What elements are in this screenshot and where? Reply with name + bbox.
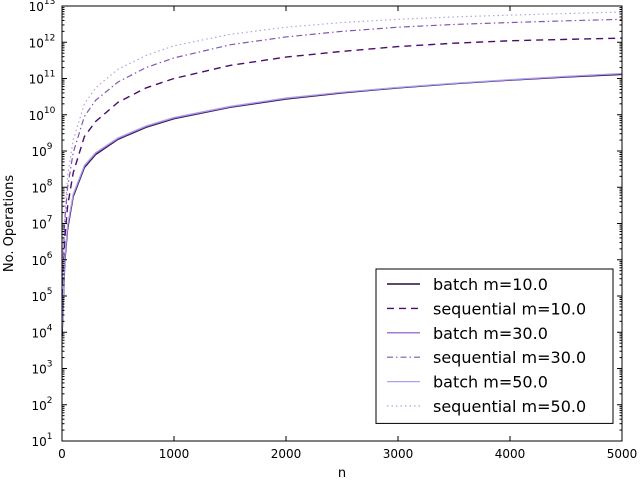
x-tick-label: 0 <box>58 447 66 461</box>
y-tick-exponent: 7 <box>47 215 53 225</box>
series-line-2 <box>61 37 623 297</box>
y-tick-exponent: 8 <box>47 178 53 188</box>
series-line-4 <box>61 18 623 286</box>
legend-label: sequential m=30.0 <box>433 348 586 367</box>
legend-label: batch m=50.0 <box>433 373 548 392</box>
legend: batch m=10.0 sequential m=10.0 batch m=30.… <box>375 268 614 424</box>
legend-label: batch m=10.0 <box>433 275 548 294</box>
y-tick-exponent: 4 <box>47 323 53 333</box>
y-tick-exponent: 11 <box>44 70 55 80</box>
y-tick-exponent: 10 <box>44 106 56 116</box>
y-tick-exponent: 12 <box>44 33 55 43</box>
x-tick-label: 5000 <box>607 447 638 461</box>
legend-label: sequential m=10.0 <box>433 299 586 318</box>
series-line-6 <box>61 11 623 279</box>
legend-box <box>375 268 614 424</box>
y-tick-exponent: 2 <box>47 396 53 406</box>
y-tick-exponent: 13 <box>44 0 55 7</box>
x-tick-label: 4000 <box>495 447 526 461</box>
series-lines <box>61 11 623 336</box>
legend-label: sequential m=50.0 <box>433 397 586 416</box>
x-axis-ticks: 0 1000 2000 3000 4000 5000 <box>58 6 637 461</box>
x-tick-label: 3000 <box>383 447 414 461</box>
y-tick-exponent: 5 <box>47 287 53 297</box>
legend-label: batch m=30.0 <box>433 324 548 343</box>
x-tick-label: 1000 <box>159 447 190 461</box>
x-axis-label: n <box>338 466 346 481</box>
x-tick-label: 2000 <box>271 447 302 461</box>
y-tick-exponent: 9 <box>47 142 53 152</box>
y-axis-label: No. Operations <box>2 175 17 272</box>
y-tick-exponent: 1 <box>47 432 53 442</box>
y-tick-exponent: 6 <box>47 251 53 261</box>
series-line-5 <box>61 72 623 330</box>
y-tick-exponent: 3 <box>47 360 53 370</box>
